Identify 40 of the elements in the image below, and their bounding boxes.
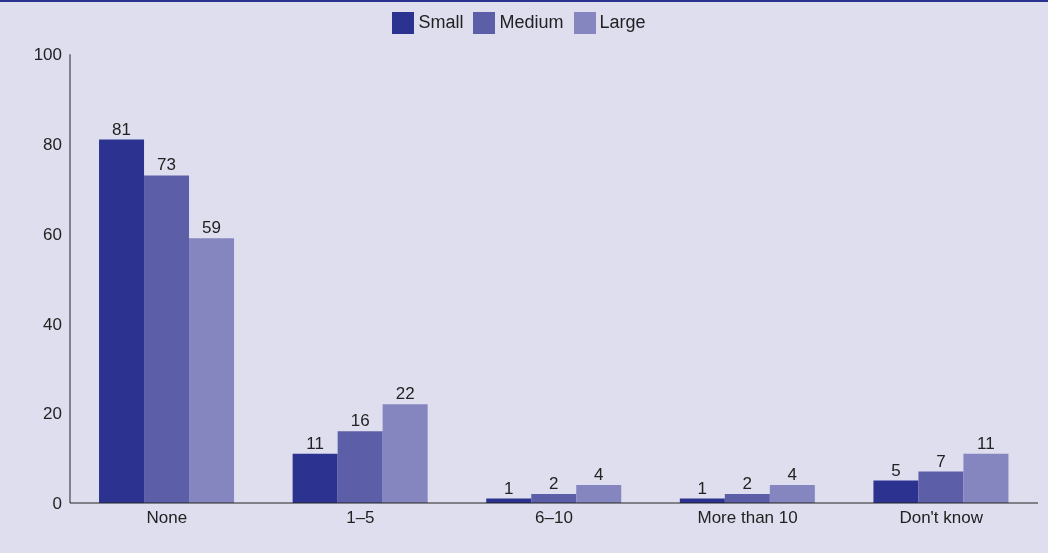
data-label: 59 <box>202 218 221 238</box>
bar <box>769 485 815 503</box>
legend-label: Medium <box>499 12 564 32</box>
bar <box>292 453 338 503</box>
bar <box>337 431 383 503</box>
x-tick-label: More than 10 <box>697 508 798 528</box>
bar <box>963 453 1009 503</box>
y-tick-label: 40 <box>43 314 62 334</box>
bar <box>873 480 919 503</box>
legend-label: Large <box>599 12 646 32</box>
bar <box>189 238 235 503</box>
bar <box>99 139 145 503</box>
data-label: 11 <box>306 433 324 453</box>
x-tick-label: 6–10 <box>535 508 573 528</box>
data-label: 2 <box>549 474 559 494</box>
data-label: 2 <box>742 474 753 494</box>
data-label: 5 <box>891 460 901 480</box>
data-label: 1 <box>504 478 514 498</box>
y-tick-label: 0 <box>52 494 62 514</box>
data-label: 4 <box>594 465 604 485</box>
data-label: 7 <box>936 451 946 471</box>
data-label: 11 <box>977 433 995 453</box>
data-label: 16 <box>350 411 370 431</box>
data-label: 4 <box>787 465 798 485</box>
y-tick-label: 100 <box>33 45 62 65</box>
x-tick-label: 1–5 <box>346 508 375 528</box>
x-tick-label: None <box>146 508 188 528</box>
y-tick-label: 20 <box>43 404 62 424</box>
data-label: 1 <box>697 478 708 498</box>
bar <box>576 485 622 503</box>
bar <box>382 404 428 503</box>
x-tick-label: Don't know <box>899 508 984 528</box>
data-label: 81 <box>112 119 131 139</box>
data-label: 73 <box>157 155 176 175</box>
bar <box>918 471 964 503</box>
legend-label: Small <box>418 12 464 32</box>
y-tick-label: 80 <box>43 135 62 155</box>
data-label: 22 <box>395 384 415 404</box>
bar <box>144 175 190 503</box>
y-tick-label: 60 <box>43 224 62 244</box>
